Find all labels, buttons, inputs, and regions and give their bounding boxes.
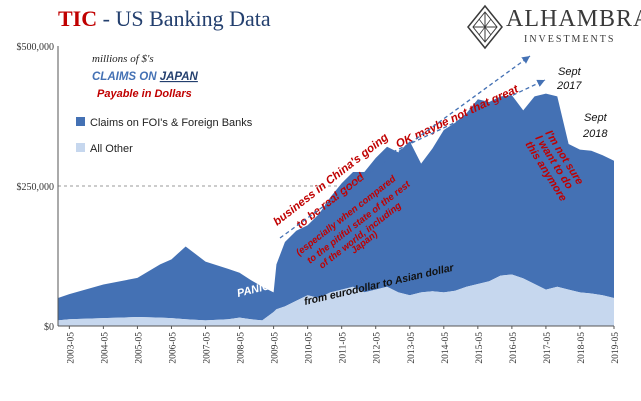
alhambra-logo: ALHAMBRA INVESTMENTS (466, 4, 641, 50)
annotation-sept-2018-month: Sept (584, 112, 608, 124)
annotation-sept-2017-month: Sept (558, 66, 582, 78)
x-tick-label: 2016-05 (509, 332, 519, 364)
subtitle-country: JAPAN (160, 71, 199, 83)
y-tick-label: $500,000 (17, 42, 55, 53)
logo-subtitle: INVESTMENTS (524, 34, 616, 45)
title-prefix: TIC (58, 6, 98, 31)
logo-name: ALHAMBRA (506, 6, 641, 32)
x-tick-label: 2005-05 (134, 332, 144, 364)
subtitle: CLAIMS ON JAPAN (92, 71, 199, 83)
title-rest: - US Banking Data (97, 6, 271, 31)
subtitle-prefix: CLAIMS ON (92, 71, 160, 83)
x-tick-label: 2004-05 (100, 332, 110, 364)
x-tick-label: 2013-05 (407, 332, 417, 364)
x-tick-label: 2019-05 (611, 332, 621, 364)
chart-title: TIC - US Banking Data (58, 6, 271, 32)
units-note: millions of $'s (92, 53, 154, 65)
series-area-all-other (58, 274, 614, 326)
subtitle-payable: Payable in Dollars (97, 88, 192, 100)
series-area-foreign-banks (58, 93, 614, 321)
x-tick-label: 2018-05 (577, 332, 587, 364)
legend-swatch-foreign-banks (76, 117, 85, 126)
x-tick-label: 2015-05 (475, 332, 485, 364)
diamond-logo-icon (467, 4, 503, 50)
trend-arrow-2 (379, 79, 546, 159)
legend-swatch-all-other (76, 143, 85, 152)
x-tick-label: 2011-05 (339, 332, 349, 364)
x-tick-label: 2006-05 (168, 332, 178, 364)
x-tick-label: 2003-05 (66, 332, 76, 364)
annotation-sept-2017-year: 2017 (556, 80, 582, 92)
x-tick-label: 2010-05 (305, 332, 315, 364)
x-tick-label: 2012-05 (373, 332, 383, 364)
trend-arrow-1 (279, 55, 531, 239)
x-tick-label: 2014-05 (441, 332, 451, 364)
x-tick-label: 2009-05 (271, 332, 281, 364)
x-tick-label: 2008-05 (237, 332, 247, 364)
y-tick-label: $0 (44, 322, 54, 333)
x-tick-label: 2007-05 (203, 332, 213, 364)
y-tick-label: $250,000 (17, 182, 55, 193)
legend-label-foreign-banks: Claims on FOI's & Foreign Banks (90, 117, 253, 129)
annotation-sept-2018-year: 2018 (582, 128, 608, 140)
x-tick-label: 2017-05 (543, 332, 553, 364)
legend-label-all-other: All Other (90, 143, 133, 155)
